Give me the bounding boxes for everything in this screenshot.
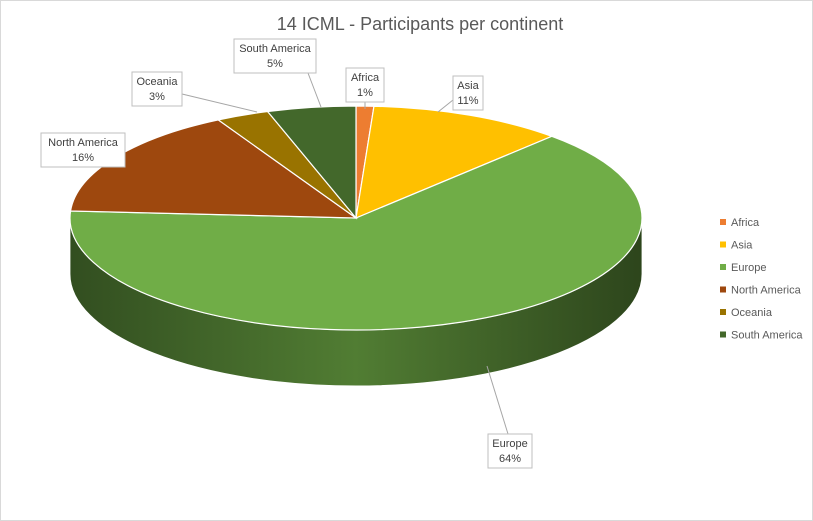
pie-slices <box>69 105 643 331</box>
legend-label: Africa <box>731 217 760 229</box>
legend: Africa Asia Europe North America Oceania Sout… <box>720 217 803 342</box>
legend-swatch <box>720 286 726 293</box>
data-labels: Africa 1% Asia 11% Europe 64% North America 16%… <box>40 38 533 469</box>
legend-swatch <box>720 331 726 338</box>
data-label-box <box>487 433 533 469</box>
data-label-name: Europe <box>492 438 527 450</box>
data-label-name: Africa <box>351 72 380 84</box>
legend-item-africa[interactable]: Africa <box>720 217 760 229</box>
data-label-north-america: North America 16% <box>40 132 126 168</box>
leader-line-asia <box>437 99 454 113</box>
data-label-box <box>233 38 317 74</box>
legend-label: South America <box>731 330 803 342</box>
legend-label: Asia <box>731 240 753 252</box>
data-label-value: 11% <box>457 95 478 107</box>
legend-item-north-america[interactable]: North America <box>720 285 802 297</box>
data-label-value: 16% <box>72 152 94 164</box>
data-label-box <box>40 132 126 168</box>
legend-swatch <box>720 241 726 248</box>
data-label-europe: Europe 64% <box>487 433 533 469</box>
data-label-oceania: Oceania 3% <box>131 71 183 107</box>
legend-label: Europe <box>731 262 766 274</box>
data-label-name: Asia <box>457 80 479 92</box>
data-label-name: North America <box>48 137 119 149</box>
data-label-asia: Asia 11% <box>452 75 484 111</box>
legend-label: Oceania <box>731 307 773 319</box>
data-label-name: South America <box>239 43 311 55</box>
data-label-value: 1% <box>357 87 373 99</box>
leader-line-south-america <box>307 72 322 108</box>
legend-item-south-america[interactable]: South America <box>720 330 803 342</box>
legend-item-oceania[interactable]: Oceania <box>720 307 773 319</box>
data-label-box <box>131 71 183 107</box>
leader-line-oceania <box>181 93 258 113</box>
legend-label: North America <box>731 285 802 297</box>
legend-item-asia[interactable]: Asia <box>720 240 753 252</box>
leader-line-europe <box>486 365 509 435</box>
slice-south-america[interactable] <box>266 105 357 220</box>
slice-asia[interactable] <box>355 105 554 219</box>
data-label-value: 64% <box>499 453 521 465</box>
data-label-box <box>345 67 385 103</box>
legend-swatch <box>720 309 726 315</box>
legend-item-europe[interactable]: Europe <box>720 262 766 274</box>
chart-title: 14 ICML - Participants per continent <box>277 14 563 34</box>
slice-europe[interactable] <box>69 135 643 331</box>
data-label-value: 3% <box>149 91 165 103</box>
legend-swatch <box>720 264 726 270</box>
data-label-box <box>452 75 484 111</box>
data-label-africa: Africa 1% <box>345 67 385 103</box>
data-label-name: Oceania <box>137 76 179 88</box>
data-label-value: 5% <box>267 58 283 70</box>
data-label-south-america: South America 5% <box>233 38 317 74</box>
legend-swatch <box>720 219 726 225</box>
